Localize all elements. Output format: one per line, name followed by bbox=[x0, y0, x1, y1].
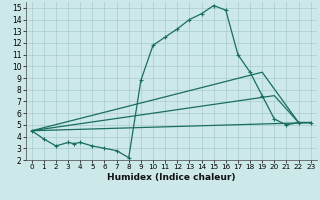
X-axis label: Humidex (Indice chaleur): Humidex (Indice chaleur) bbox=[107, 173, 236, 182]
